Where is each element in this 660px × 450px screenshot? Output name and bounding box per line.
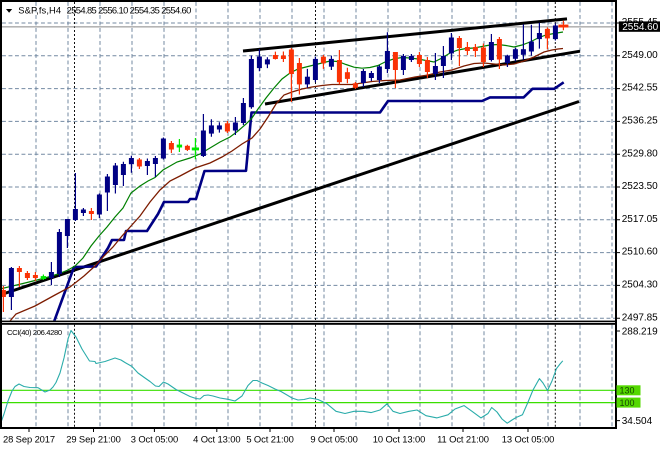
svg-text:3 Oct 05:00: 3 Oct 05:00 xyxy=(131,434,178,445)
svg-text:2529.80: 2529.80 xyxy=(622,148,658,159)
svg-text:CCI(40) 206.4280: CCI(40) 206.4280 xyxy=(7,328,62,337)
svg-text:2536.25: 2536.25 xyxy=(622,116,658,127)
svg-text:288.219: 288.219 xyxy=(622,326,658,337)
svg-text:9 Oct 05:00: 9 Oct 05:00 xyxy=(310,434,357,445)
svg-text:4 Oct 13:00: 4 Oct 13:00 xyxy=(193,434,240,445)
svg-text:5 Oct 21:00: 5 Oct 21:00 xyxy=(246,434,293,445)
svg-text:2510.60: 2510.60 xyxy=(622,247,658,258)
svg-text:28 Sep 2017: 28 Sep 2017 xyxy=(3,434,55,445)
svg-text:13 Oct 05:00: 13 Oct 05:00 xyxy=(502,434,554,445)
svg-text:2523.50: 2523.50 xyxy=(622,181,658,192)
svg-text:2517.05: 2517.05 xyxy=(622,214,658,225)
svg-text:2554.60: 2554.60 xyxy=(622,22,658,33)
svg-text:2549.00: 2549.00 xyxy=(622,50,658,61)
svg-text:100: 100 xyxy=(620,398,635,408)
svg-text:10 Oct 13:00: 10 Oct 13:00 xyxy=(373,434,425,445)
svg-text:2554.85 2556.10 2554.35 2554.6: 2554.85 2556.10 2554.35 2554.60 xyxy=(67,4,192,15)
svg-text:2497.85: 2497.85 xyxy=(622,312,658,323)
svg-text:S&P,fs,H4: S&P,fs,H4 xyxy=(18,4,61,15)
svg-text:2542.55: 2542.55 xyxy=(622,83,658,94)
svg-text:29 Sep 21:00: 29 Sep 21:00 xyxy=(66,434,121,445)
svg-text:2504.30: 2504.30 xyxy=(622,280,658,291)
svg-text:130: 130 xyxy=(620,386,635,396)
svg-text:34.504: 34.504 xyxy=(622,416,653,427)
svg-text:11 Oct 21:00: 11 Oct 21:00 xyxy=(437,434,489,445)
